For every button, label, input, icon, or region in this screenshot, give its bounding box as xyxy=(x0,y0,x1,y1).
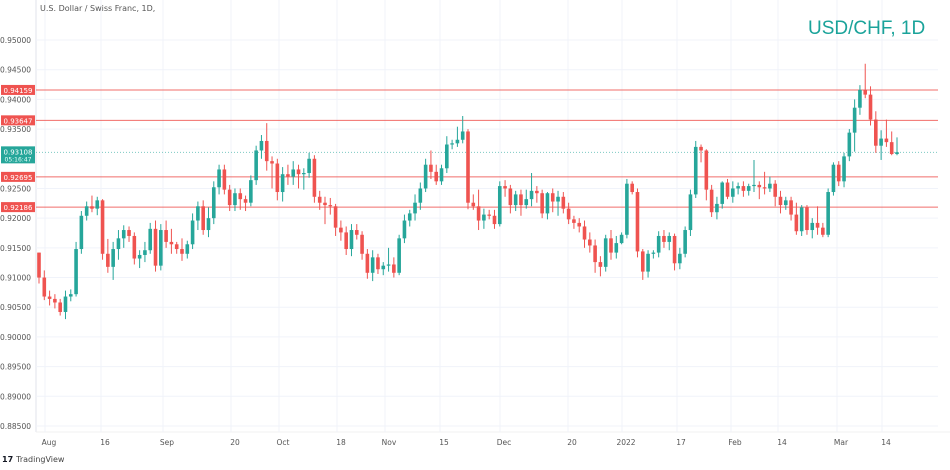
time-axis[interactable]: Aug 16 Sep 20 Oct 18 Nov 15 Dec 20 2022 17 Feb 14 Mar 1… xyxy=(42,438,891,447)
price-tick-label: 0.90000 xyxy=(0,333,31,342)
current-price-badge xyxy=(1,146,35,164)
time-tick-label: Dec xyxy=(497,438,512,447)
svg-text:05:16:47: 05:16:47 xyxy=(5,156,32,163)
level-price-badge xyxy=(1,84,35,95)
svg-text:0.93647: 0.93647 xyxy=(4,117,33,125)
time-tick-label: 17 xyxy=(676,438,686,447)
time-tick-label: Nov xyxy=(382,438,397,447)
price-tick-label: 0.90500 xyxy=(0,303,31,312)
time-tick-label: 16 xyxy=(100,438,110,447)
time-tick-label: Oct xyxy=(277,438,290,447)
time-tick-label: Feb xyxy=(728,438,742,447)
chart-title: USD/CHF, 1D xyxy=(808,18,926,39)
candles xyxy=(37,63,899,320)
time-tick-label: 18 xyxy=(336,438,346,447)
time-tick-label: 15 xyxy=(439,438,449,447)
price-tick-label: 0.88500 xyxy=(0,422,31,431)
price-axis[interactable]: 0.95000 0.94500 0.94000 0.93500 0.92500 0.920… xyxy=(0,36,35,431)
time-tick-label: Mar xyxy=(834,438,849,447)
price-tick-label: 0.93500 xyxy=(0,125,31,134)
svg-text:0.93108: 0.93108 xyxy=(4,148,33,156)
level-price-badge xyxy=(1,171,35,182)
time-tick-label: 2022 xyxy=(616,438,635,447)
time-tick-label: 14 xyxy=(881,438,891,447)
svg-text:0.92695: 0.92695 xyxy=(4,174,33,182)
time-tick-label: 14 xyxy=(777,438,787,447)
price-tick-label: 0.94000 xyxy=(0,95,31,104)
symbol-description: U.S. Dollar / Swiss Franc, 1D, xyxy=(40,4,156,13)
tradingview-logo[interactable]: 17 TradingView xyxy=(2,455,64,464)
svg-text:0.92186: 0.92186 xyxy=(4,204,33,212)
price-tick-label: 0.92000 xyxy=(0,214,31,223)
price-tick-label: 0.94500 xyxy=(0,66,31,75)
price-tick-label: 0.95000 xyxy=(0,36,31,45)
price-tick-label: 0.91000 xyxy=(0,274,31,283)
level-price-badge xyxy=(1,202,35,213)
time-tick-label: 20 xyxy=(567,438,577,447)
price-tick-label: 0.92500 xyxy=(0,184,31,193)
price-tick-label: 0.89000 xyxy=(0,392,31,401)
time-tick-label: Sep xyxy=(160,438,174,447)
tradingview-logo-text: TradingView xyxy=(16,455,65,464)
svg-text:0.94159: 0.94159 xyxy=(4,87,33,95)
time-tick-label: 20 xyxy=(230,438,240,447)
price-tick-label: 0.91500 xyxy=(0,244,31,253)
horizontal-levels xyxy=(36,89,938,208)
tradingview-logo-icon: 17 xyxy=(2,455,14,464)
price-tick-label: 0.89500 xyxy=(0,363,31,372)
time-tick-label: Aug xyxy=(42,438,57,447)
level-price-badge xyxy=(1,115,35,126)
